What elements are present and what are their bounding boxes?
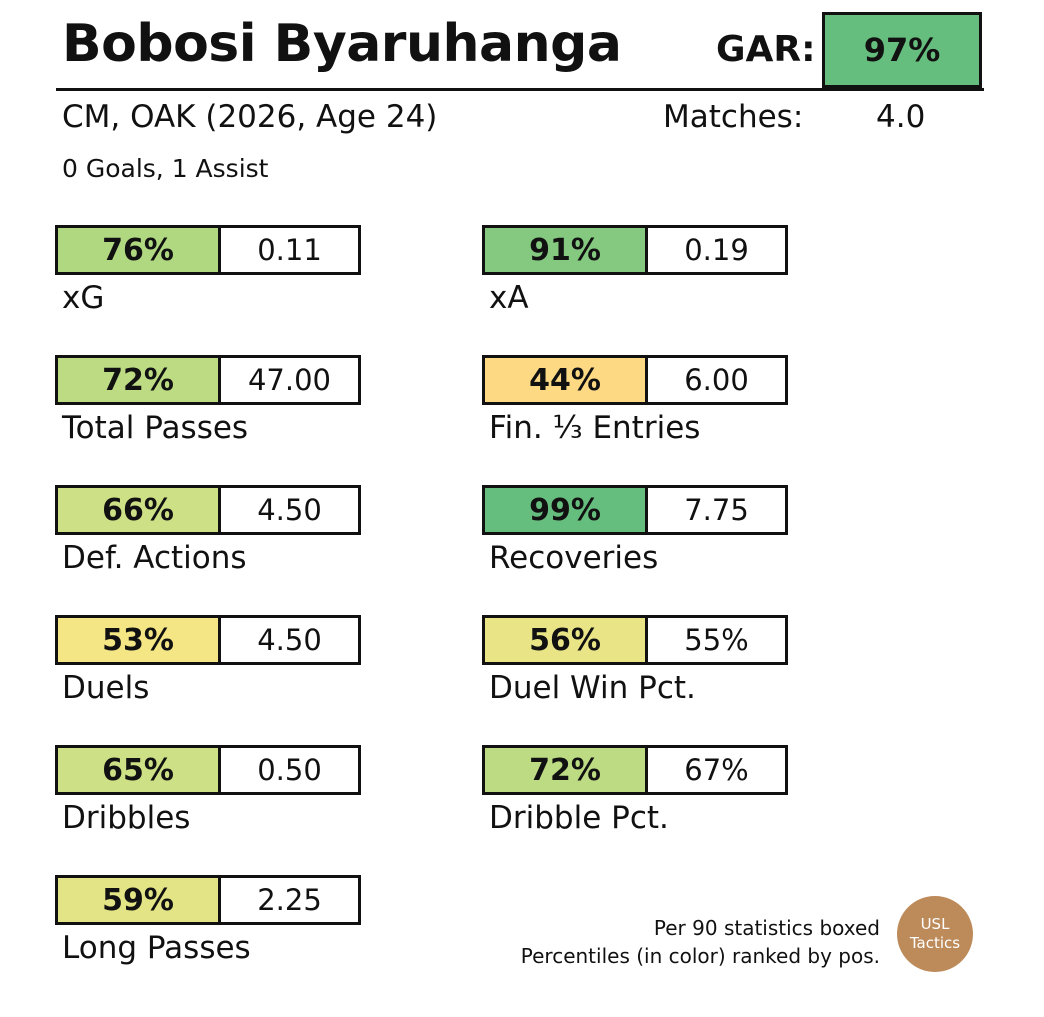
percentile-box: 66% [58, 488, 221, 532]
logo-text-line-2: Tactics [909, 934, 961, 952]
percentile-box: 44% [485, 358, 648, 402]
gar-box: 97% [822, 12, 982, 88]
matches-value: 4.0 [876, 99, 926, 135]
player-name: Bobosi Byaruhanga [62, 14, 622, 74]
stat-xg: 76% 0.11 xG [55, 225, 365, 315]
stat-dribbles: 65% 0.50 Dribbles [55, 745, 365, 835]
gar-label: GAR: [716, 29, 816, 70]
stat-label: xA [489, 280, 529, 316]
stat-label: Fin. ⅓ Entries [489, 410, 701, 446]
logo-text-line-1: USL [920, 915, 950, 933]
percentile-box: 72% [485, 748, 648, 792]
stat-duels: 53% 4.50 Duels [55, 615, 365, 705]
stat-boxes: 44% 6.00 [482, 355, 788, 405]
per90-value-box: 47.00 [221, 358, 358, 402]
stat-label: Dribble Pct. [489, 800, 669, 836]
stat-boxes: 72% 67% [482, 745, 788, 795]
stat-boxes: 72% 47.00 [55, 355, 361, 405]
per90-value-box: 2.25 [221, 878, 358, 922]
per90-value-box: 0.50 [221, 748, 358, 792]
per90-value-box: 0.11 [221, 228, 358, 272]
stat-total-passes: 72% 47.00 Total Passes [55, 355, 365, 445]
footnote: Per 90 statistics boxed Percentiles (in … [521, 914, 880, 970]
stat-boxes: 65% 0.50 [55, 745, 361, 795]
usl-tactics-logo: USL Tactics [897, 896, 973, 972]
title-rule [56, 88, 984, 91]
stat-label: Dribbles [62, 800, 191, 836]
stat-label: Duel Win Pct. [489, 670, 696, 706]
stat-final-third-entries: 44% 6.00 Fin. ⅓ Entries [482, 355, 792, 445]
stat-boxes: 76% 0.11 [55, 225, 361, 275]
percentile-box: 53% [58, 618, 221, 662]
stat-boxes: 66% 4.50 [55, 485, 361, 535]
percentile-box: 76% [58, 228, 221, 272]
stat-boxes: 59% 2.25 [55, 875, 361, 925]
stat-label: Duels [62, 670, 150, 706]
per90-value-box: 6.00 [648, 358, 785, 402]
footnote-line-percentiles: Percentiles (in color) ranked by pos. [520, 944, 880, 968]
percentile-box: 56% [485, 618, 648, 662]
stat-recoveries: 99% 7.75 Recoveries [482, 485, 792, 575]
stat-duel-win-pct: 56% 55% Duel Win Pct. [482, 615, 792, 705]
stat-xa: 91% 0.19 xA [482, 225, 792, 315]
stat-label: Long Passes [62, 930, 251, 966]
percentile-box: 91% [485, 228, 648, 272]
stat-long-passes: 59% 2.25 Long Passes [55, 875, 365, 965]
stat-label: Recoveries [489, 540, 659, 576]
stat-label: xG [62, 280, 105, 316]
stat-boxes: 53% 4.50 [55, 615, 361, 665]
per90-value-box: 67% [648, 748, 785, 792]
stat-dribble-pct: 72% 67% Dribble Pct. [482, 745, 792, 835]
position-team-line: CM, OAK (2026, Age 24) [62, 99, 438, 135]
goals-assists-line: 0 Goals, 1 Assist [62, 154, 269, 183]
per90-value-box: 4.50 [221, 488, 358, 532]
stat-label: Def. Actions [62, 540, 247, 576]
per90-value-box: 55% [648, 618, 785, 662]
stat-def-actions: 66% 4.50 Def. Actions [55, 485, 365, 575]
per90-value-box: 4.50 [221, 618, 358, 662]
matches-label: Matches: [663, 99, 804, 135]
footnote-line-per90: Per 90 statistics boxed [653, 916, 880, 940]
stat-boxes: 91% 0.19 [482, 225, 788, 275]
percentile-box: 99% [485, 488, 648, 532]
per90-value-box: 0.19 [648, 228, 785, 272]
percentile-box: 65% [58, 748, 221, 792]
per90-value-box: 7.75 [648, 488, 785, 532]
percentile-box: 72% [58, 358, 221, 402]
stat-boxes: 56% 55% [482, 615, 788, 665]
percentile-box: 59% [58, 878, 221, 922]
stat-label: Total Passes [62, 410, 249, 446]
stat-boxes: 99% 7.75 [482, 485, 788, 535]
